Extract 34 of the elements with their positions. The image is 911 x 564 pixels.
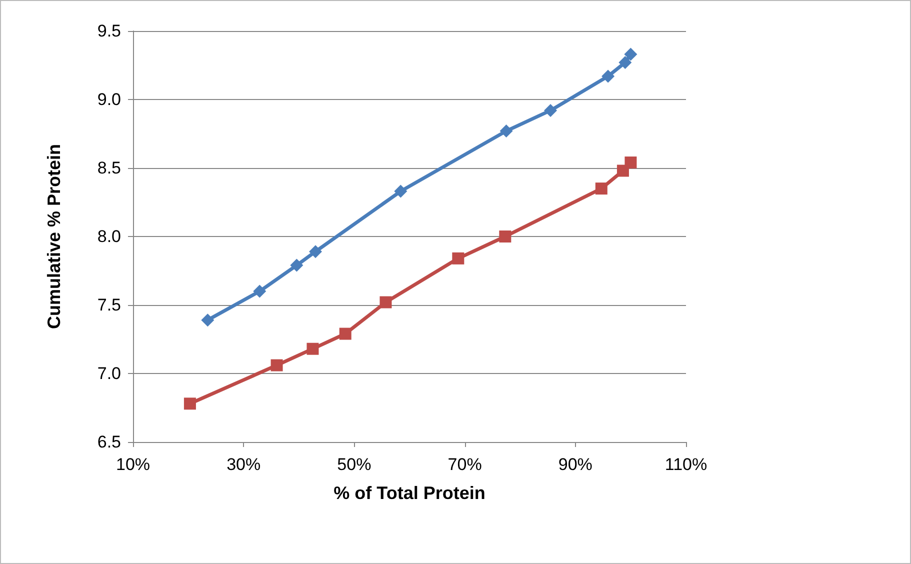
y-axis-title: Cumulative % Protein [44, 144, 64, 330]
y-tick-label: 8.5 [97, 158, 121, 178]
x-tick-label: 110% [664, 455, 708, 474]
x-axis-title: % of Total Protein [334, 483, 486, 503]
point [290, 258, 304, 272]
point [624, 156, 637, 169]
point [184, 398, 196, 410]
point [452, 252, 464, 264]
point [602, 70, 615, 83]
point [253, 284, 266, 298]
x-tick-label: 50% [337, 455, 372, 474]
y-tick-label: 7.5 [97, 296, 121, 314]
y-tick-label: 9.0 [97, 90, 121, 109]
point [270, 359, 283, 372]
x-tick-label: 10% [116, 455, 150, 474]
point [544, 104, 558, 117]
point [618, 56, 632, 70]
point [380, 296, 392, 308]
point [595, 182, 608, 195]
x-tick-label: 30% [226, 455, 261, 474]
y-tick-label: 9.5 [97, 22, 121, 40]
point [499, 230, 512, 242]
point [394, 184, 408, 198]
point [201, 314, 214, 327]
point [308, 245, 322, 258]
point [500, 124, 513, 138]
y-tick-label: 7.0 [97, 364, 121, 383]
point [624, 48, 638, 61]
y-tick-label: 8.0 [97, 227, 121, 246]
x-tick-label: 90% [558, 455, 592, 474]
point [339, 328, 352, 340]
y-tick-label: 6.5 [97, 432, 121, 452]
point [306, 342, 319, 355]
x-tick-label: 70% [448, 455, 482, 474]
